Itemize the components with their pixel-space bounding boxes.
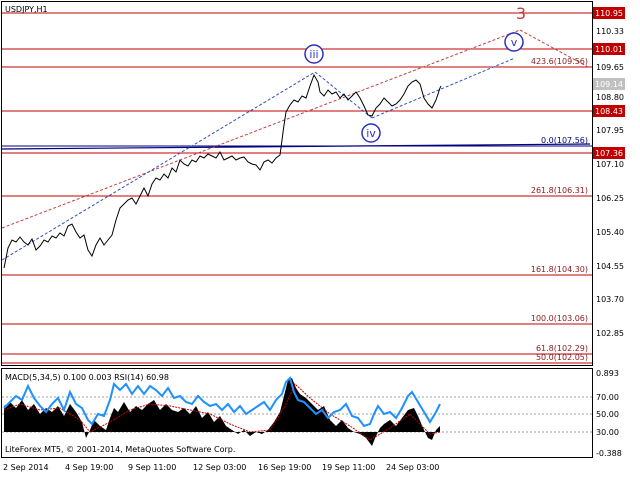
wave-label-iv: iv xyxy=(366,127,376,140)
price-label-current: 109.14 xyxy=(595,80,623,89)
price-axis: 110.95 110.33 110.01 109.65 109.14 108.8… xyxy=(593,7,625,338)
macd-histogram xyxy=(4,378,440,446)
time-label-2: 4 Sep 19:00 xyxy=(65,463,113,472)
price-badge-107-36 xyxy=(593,147,625,159)
time-label-6: 19 Sep 11:00 xyxy=(322,463,375,472)
price-label-103-70: 103.70 xyxy=(596,295,624,304)
price-label-110-01: 110.01 xyxy=(595,45,623,54)
wave-v-circle[interactable] xyxy=(504,32,524,52)
wave-iii-circle[interactable] xyxy=(304,44,324,64)
price-label-108-43: 108.43 xyxy=(595,107,623,116)
navy-trendline[interactable] xyxy=(1,143,591,150)
indicator-axis-50: 50.00 xyxy=(596,410,619,419)
time-label-5: 16 Sep 19:00 xyxy=(258,463,311,472)
wave-label-iii: iii xyxy=(309,48,318,61)
wave-label-3[interactable]: 3 xyxy=(516,4,526,23)
time-label-7: 24 Sep 03:00 xyxy=(386,463,439,472)
price-label-107-10: 107.10 xyxy=(596,160,624,169)
wave-iv-circle[interactable] xyxy=(361,123,381,143)
wave-label-v: v xyxy=(511,36,518,49)
wave-channel xyxy=(1,29,591,261)
channel-blue-wave-v[interactable] xyxy=(371,57,516,119)
price-badge-current xyxy=(593,78,625,90)
indicator-panel: MACD(5,34,5) 0.100 0.003 RSI(14) 60.98 L… xyxy=(2,369,622,458)
symbol-title: USDJPY,H1 xyxy=(5,5,48,14)
time-label-3: 9 Sep 11:00 xyxy=(128,463,176,472)
fib-labels: 423.6(109.56) 0.0(107.56) 261.8(106.31) … xyxy=(531,57,588,362)
price-label-109-65: 109.65 xyxy=(596,63,624,72)
channel-red-projection[interactable] xyxy=(519,29,591,69)
wave-labels: 3 iii iv v xyxy=(304,4,526,143)
channel-blue-lower[interactable] xyxy=(1,71,316,261)
time-label-1: 2 Sep 2014 xyxy=(3,463,49,472)
fib-label-0: 0.0(107.56) xyxy=(541,136,588,145)
macd-signal-line xyxy=(3,383,441,441)
rsi-line xyxy=(3,376,441,428)
price-badge-110-01 xyxy=(593,43,625,55)
price-label-105-40: 105.40 xyxy=(596,228,624,237)
price-label-104-55: 104.55 xyxy=(596,262,624,271)
price-label-106-25: 106.25 xyxy=(596,194,624,203)
indicator-plot-frame xyxy=(1,368,593,458)
time-axis: 2 Sep 2014 4 Sep 19:00 9 Sep 11:00 12 Se… xyxy=(3,463,439,472)
fib-label-261: 261.8(106.31) xyxy=(531,186,588,195)
price-plot-frame xyxy=(1,1,593,366)
fib-label-161: 161.8(104.30) xyxy=(531,265,588,274)
price-label-102-85: 102.85 xyxy=(596,329,624,338)
indicator-title: MACD(5,34,5) 0.100 0.003 RSI(14) 60.98 xyxy=(5,373,169,382)
indicator-axis-neg: -0.388 xyxy=(596,449,622,458)
time-label-4: 12 Sep 03:00 xyxy=(193,463,246,472)
price-badge-110-95 xyxy=(593,7,625,19)
price-badge-108-43 xyxy=(593,105,625,117)
price-line xyxy=(3,73,442,269)
price-label-107-36: 107.36 xyxy=(595,149,623,158)
price-label-107-95: 107.95 xyxy=(596,126,624,135)
fib-label-50: 50.0(102.05) xyxy=(536,353,588,362)
indicator-axis-70: 70.00 xyxy=(596,393,619,402)
price-label-110-33: 110.33 xyxy=(596,27,624,36)
indicator-axis-30: 30.00 xyxy=(596,428,619,437)
fib-label-423: 423.6(109.56) xyxy=(531,57,588,66)
channel-red-upper[interactable] xyxy=(1,29,521,229)
price-label-110-95: 110.95 xyxy=(595,9,623,18)
indicator-axis-0-893: 0.893 xyxy=(596,369,619,378)
fib-label-100: 100.0(103.06) xyxy=(531,314,588,323)
price-label-108-80: 108.80 xyxy=(596,93,624,102)
fib-label-61: 61.8(102.29) xyxy=(536,344,588,353)
copyright-text: LiteForex MT5, © 2001-2014, MetaQuotes S… xyxy=(5,445,235,454)
